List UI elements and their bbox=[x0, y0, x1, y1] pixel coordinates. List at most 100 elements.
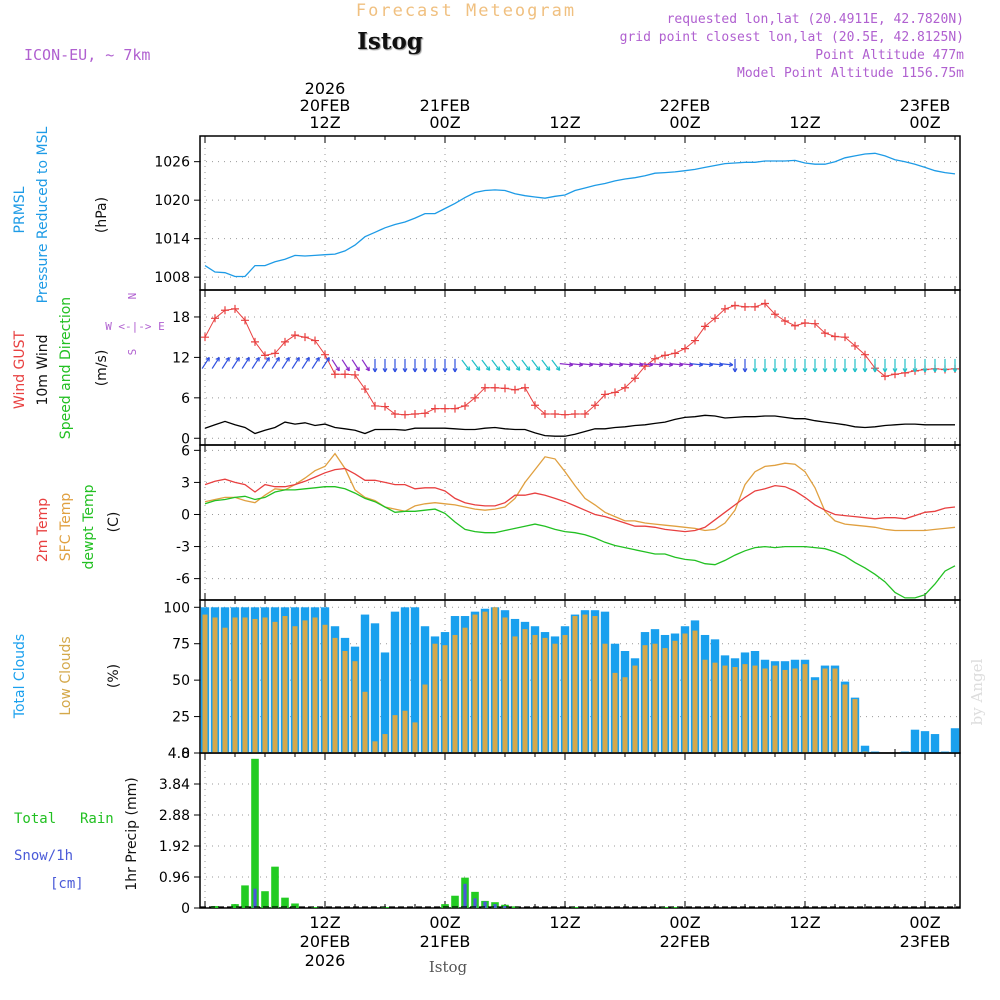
low-cloud-bar bbox=[582, 614, 588, 753]
rain-bar bbox=[671, 907, 679, 908]
wind-arrow-head bbox=[452, 368, 458, 373]
wind-arrow bbox=[629, 363, 643, 366]
wind-arrow-head bbox=[432, 368, 438, 373]
wind-arrow-head bbox=[345, 366, 350, 372]
bottom-axis-label: 12Z bbox=[549, 913, 580, 932]
wind-arrow bbox=[211, 357, 220, 369]
gust-marker bbox=[551, 410, 559, 418]
gust-marker bbox=[701, 322, 709, 331]
wind-arrow-head bbox=[742, 368, 748, 373]
wind-arrow bbox=[361, 359, 370, 372]
gust-marker bbox=[311, 336, 319, 345]
top-axis-label: 00Z bbox=[429, 113, 460, 132]
wind-arrow-head bbox=[275, 356, 280, 362]
gust-marker bbox=[851, 341, 859, 350]
model-altitude: Model Point Altitude 1156.75m bbox=[737, 66, 964, 81]
wind-arrow bbox=[221, 357, 230, 369]
dewpt-line bbox=[204, 486, 956, 599]
wind10m-line bbox=[204, 414, 955, 437]
wind-arrow bbox=[569, 363, 583, 366]
low-cloud-bar bbox=[712, 662, 718, 753]
bottom-axis-label: 12Z bbox=[789, 913, 820, 932]
gust-marker bbox=[281, 337, 289, 346]
tick-label-y: 25 bbox=[172, 710, 190, 726]
rain-bar bbox=[441, 904, 449, 908]
low-cloud-bar bbox=[462, 627, 468, 753]
wind-arrow bbox=[291, 357, 300, 369]
gust-marker bbox=[821, 329, 829, 338]
wind-arrow bbox=[331, 359, 340, 372]
temp-labels: 2m Temp SFC Temp dewpt Temp (C) bbox=[35, 484, 122, 569]
wind10m-label: 10m Wind bbox=[35, 334, 51, 405]
temp-unit: (C) bbox=[106, 512, 122, 533]
low-cloud-bar bbox=[812, 680, 818, 753]
wind-arrow-head bbox=[515, 366, 521, 371]
gust-marker bbox=[271, 349, 279, 358]
gust-marker bbox=[761, 299, 769, 308]
low-cloud-bar bbox=[602, 643, 608, 753]
gust-marker bbox=[721, 304, 729, 313]
compass-we: W <-|-> E bbox=[105, 320, 165, 333]
wind-arrow bbox=[521, 359, 531, 371]
top-axis-label: 23FEB bbox=[900, 96, 951, 115]
wind-arrow bbox=[271, 357, 280, 369]
gust-marker bbox=[661, 351, 669, 360]
wind-arrow bbox=[321, 357, 330, 369]
compass-s: S bbox=[126, 349, 139, 356]
wind-arrow-head bbox=[555, 366, 561, 371]
bottom-axis-label: 00Z bbox=[669, 913, 700, 932]
wind-arrow bbox=[501, 359, 511, 371]
compass-n: N bbox=[126, 293, 139, 300]
tick-label-y: 6 bbox=[181, 443, 190, 459]
tick-label-y: 0 bbox=[181, 901, 190, 917]
rain-bar bbox=[291, 903, 299, 908]
wind-unit: (m/s) bbox=[94, 350, 110, 387]
low-cloud-bar bbox=[502, 617, 508, 753]
temp-panel-frame bbox=[199, 444, 961, 601]
total-cloud-bar bbox=[910, 729, 920, 753]
wind-arrow-head bbox=[442, 368, 448, 373]
super-title: Forecast Meteogram bbox=[356, 1, 576, 21]
low-cloud-bar bbox=[252, 618, 258, 753]
low-cloud-bar bbox=[242, 617, 248, 753]
precip-panel: 0 0.96 1.92 2.88 3.84 4.8 bbox=[159, 746, 961, 917]
tick-label-y: 2.88 bbox=[159, 808, 190, 824]
tick-label-y: 3 bbox=[181, 475, 190, 491]
wind-arrow bbox=[619, 363, 633, 366]
total-cloud-bar bbox=[370, 623, 380, 753]
low-cloud-bar bbox=[682, 633, 688, 753]
tick-label-y: 1008 bbox=[154, 270, 190, 286]
snow-bar bbox=[253, 888, 257, 908]
bottom-axis-label: 22FEB bbox=[660, 932, 711, 951]
wind-arrow bbox=[311, 357, 320, 369]
low-cloud-bar bbox=[782, 669, 788, 753]
gust-marker bbox=[601, 390, 609, 399]
wind-labels: Wind GUST 10m Wind Speed and Direction (… bbox=[12, 293, 165, 440]
gust-marker bbox=[801, 319, 809, 328]
gust-marker bbox=[301, 333, 309, 342]
gust-marker bbox=[221, 306, 229, 315]
total-cloud-bar bbox=[380, 652, 390, 753]
wind-arrow-head bbox=[782, 368, 788, 373]
low-cloud-bar bbox=[802, 664, 808, 753]
wind-arrow-head bbox=[872, 368, 878, 373]
footer-location: Istog bbox=[429, 958, 468, 976]
rain-bar bbox=[241, 885, 249, 908]
tick-label-y: 0 bbox=[181, 431, 190, 447]
wind-arrow-head bbox=[802, 368, 808, 373]
wind-arrow-head bbox=[852, 368, 858, 373]
low-cloud-bar bbox=[442, 645, 448, 753]
gust-marker bbox=[531, 401, 539, 410]
low-cloud-bar bbox=[292, 626, 298, 753]
wind-arrow-head bbox=[922, 368, 928, 373]
gust-marker bbox=[241, 316, 249, 325]
gust-marker bbox=[791, 321, 799, 330]
wind-arrow-head bbox=[235, 356, 240, 362]
wind-arrow bbox=[341, 359, 350, 372]
low-cloud-bar bbox=[412, 722, 418, 753]
gust-marker bbox=[441, 404, 449, 413]
clouds-panel: 0 25 50 75 100 bbox=[163, 599, 961, 762]
